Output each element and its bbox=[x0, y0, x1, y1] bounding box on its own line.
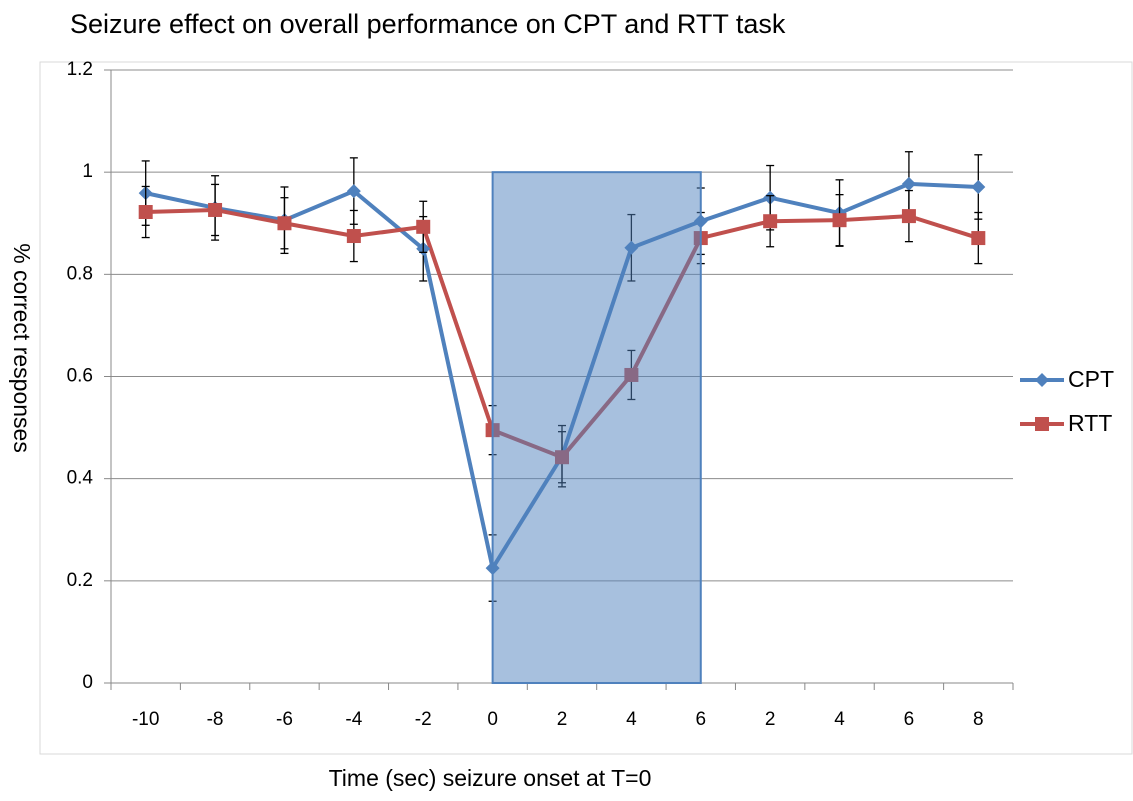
marker bbox=[416, 219, 431, 234]
legend-marker bbox=[1035, 373, 1049, 387]
y-tick-label: 0.6 bbox=[67, 366, 93, 387]
x-tick-label: -4 bbox=[345, 709, 362, 730]
y-tick-label: 0.2 bbox=[67, 570, 93, 591]
y-tick-label: 1 bbox=[82, 161, 93, 182]
marker bbox=[346, 229, 361, 244]
chart-title: Seizure effect on overall performance on… bbox=[70, 9, 786, 39]
legend-marker bbox=[1035, 417, 1049, 431]
x-tick-label: -8 bbox=[207, 709, 224, 730]
marker bbox=[971, 179, 986, 194]
x-axis-label: Time (sec) seizure onset at T=0 bbox=[329, 765, 652, 791]
x-tick-label: 6 bbox=[695, 709, 706, 730]
marker bbox=[901, 176, 916, 191]
x-tick-label: 4 bbox=[626, 709, 637, 730]
legend-label: RTT bbox=[1068, 410, 1112, 436]
marker bbox=[971, 231, 986, 246]
x-tick-label: 2 bbox=[765, 709, 776, 730]
y-tick-label: 0.4 bbox=[67, 468, 94, 489]
shaded-region bbox=[491, 171, 702, 685]
x-tick-label: -10 bbox=[132, 709, 159, 730]
x-tick-label: 2 bbox=[557, 709, 568, 730]
x-tick-label: 4 bbox=[834, 709, 845, 730]
marker bbox=[208, 202, 223, 217]
legend-label: CPT bbox=[1068, 366, 1114, 392]
y-tick-label: 0.8 bbox=[67, 263, 93, 284]
x-tick-label: -2 bbox=[415, 709, 432, 730]
marker bbox=[277, 216, 292, 231]
marker bbox=[138, 205, 153, 220]
y-tick-label: 1.2 bbox=[67, 59, 93, 80]
marker bbox=[832, 213, 847, 228]
marker bbox=[763, 214, 778, 229]
x-tick-label: 0 bbox=[487, 709, 498, 730]
x-tick-label: -6 bbox=[276, 709, 293, 730]
marker bbox=[901, 209, 916, 224]
chart-frame bbox=[39, 61, 1133, 755]
y-tick-label: 0 bbox=[82, 672, 93, 693]
x-tick-label: 6 bbox=[904, 709, 915, 730]
marker bbox=[346, 184, 361, 199]
y-axis-label: % correct responses bbox=[9, 243, 35, 453]
x-tick-label: 8 bbox=[973, 709, 984, 730]
